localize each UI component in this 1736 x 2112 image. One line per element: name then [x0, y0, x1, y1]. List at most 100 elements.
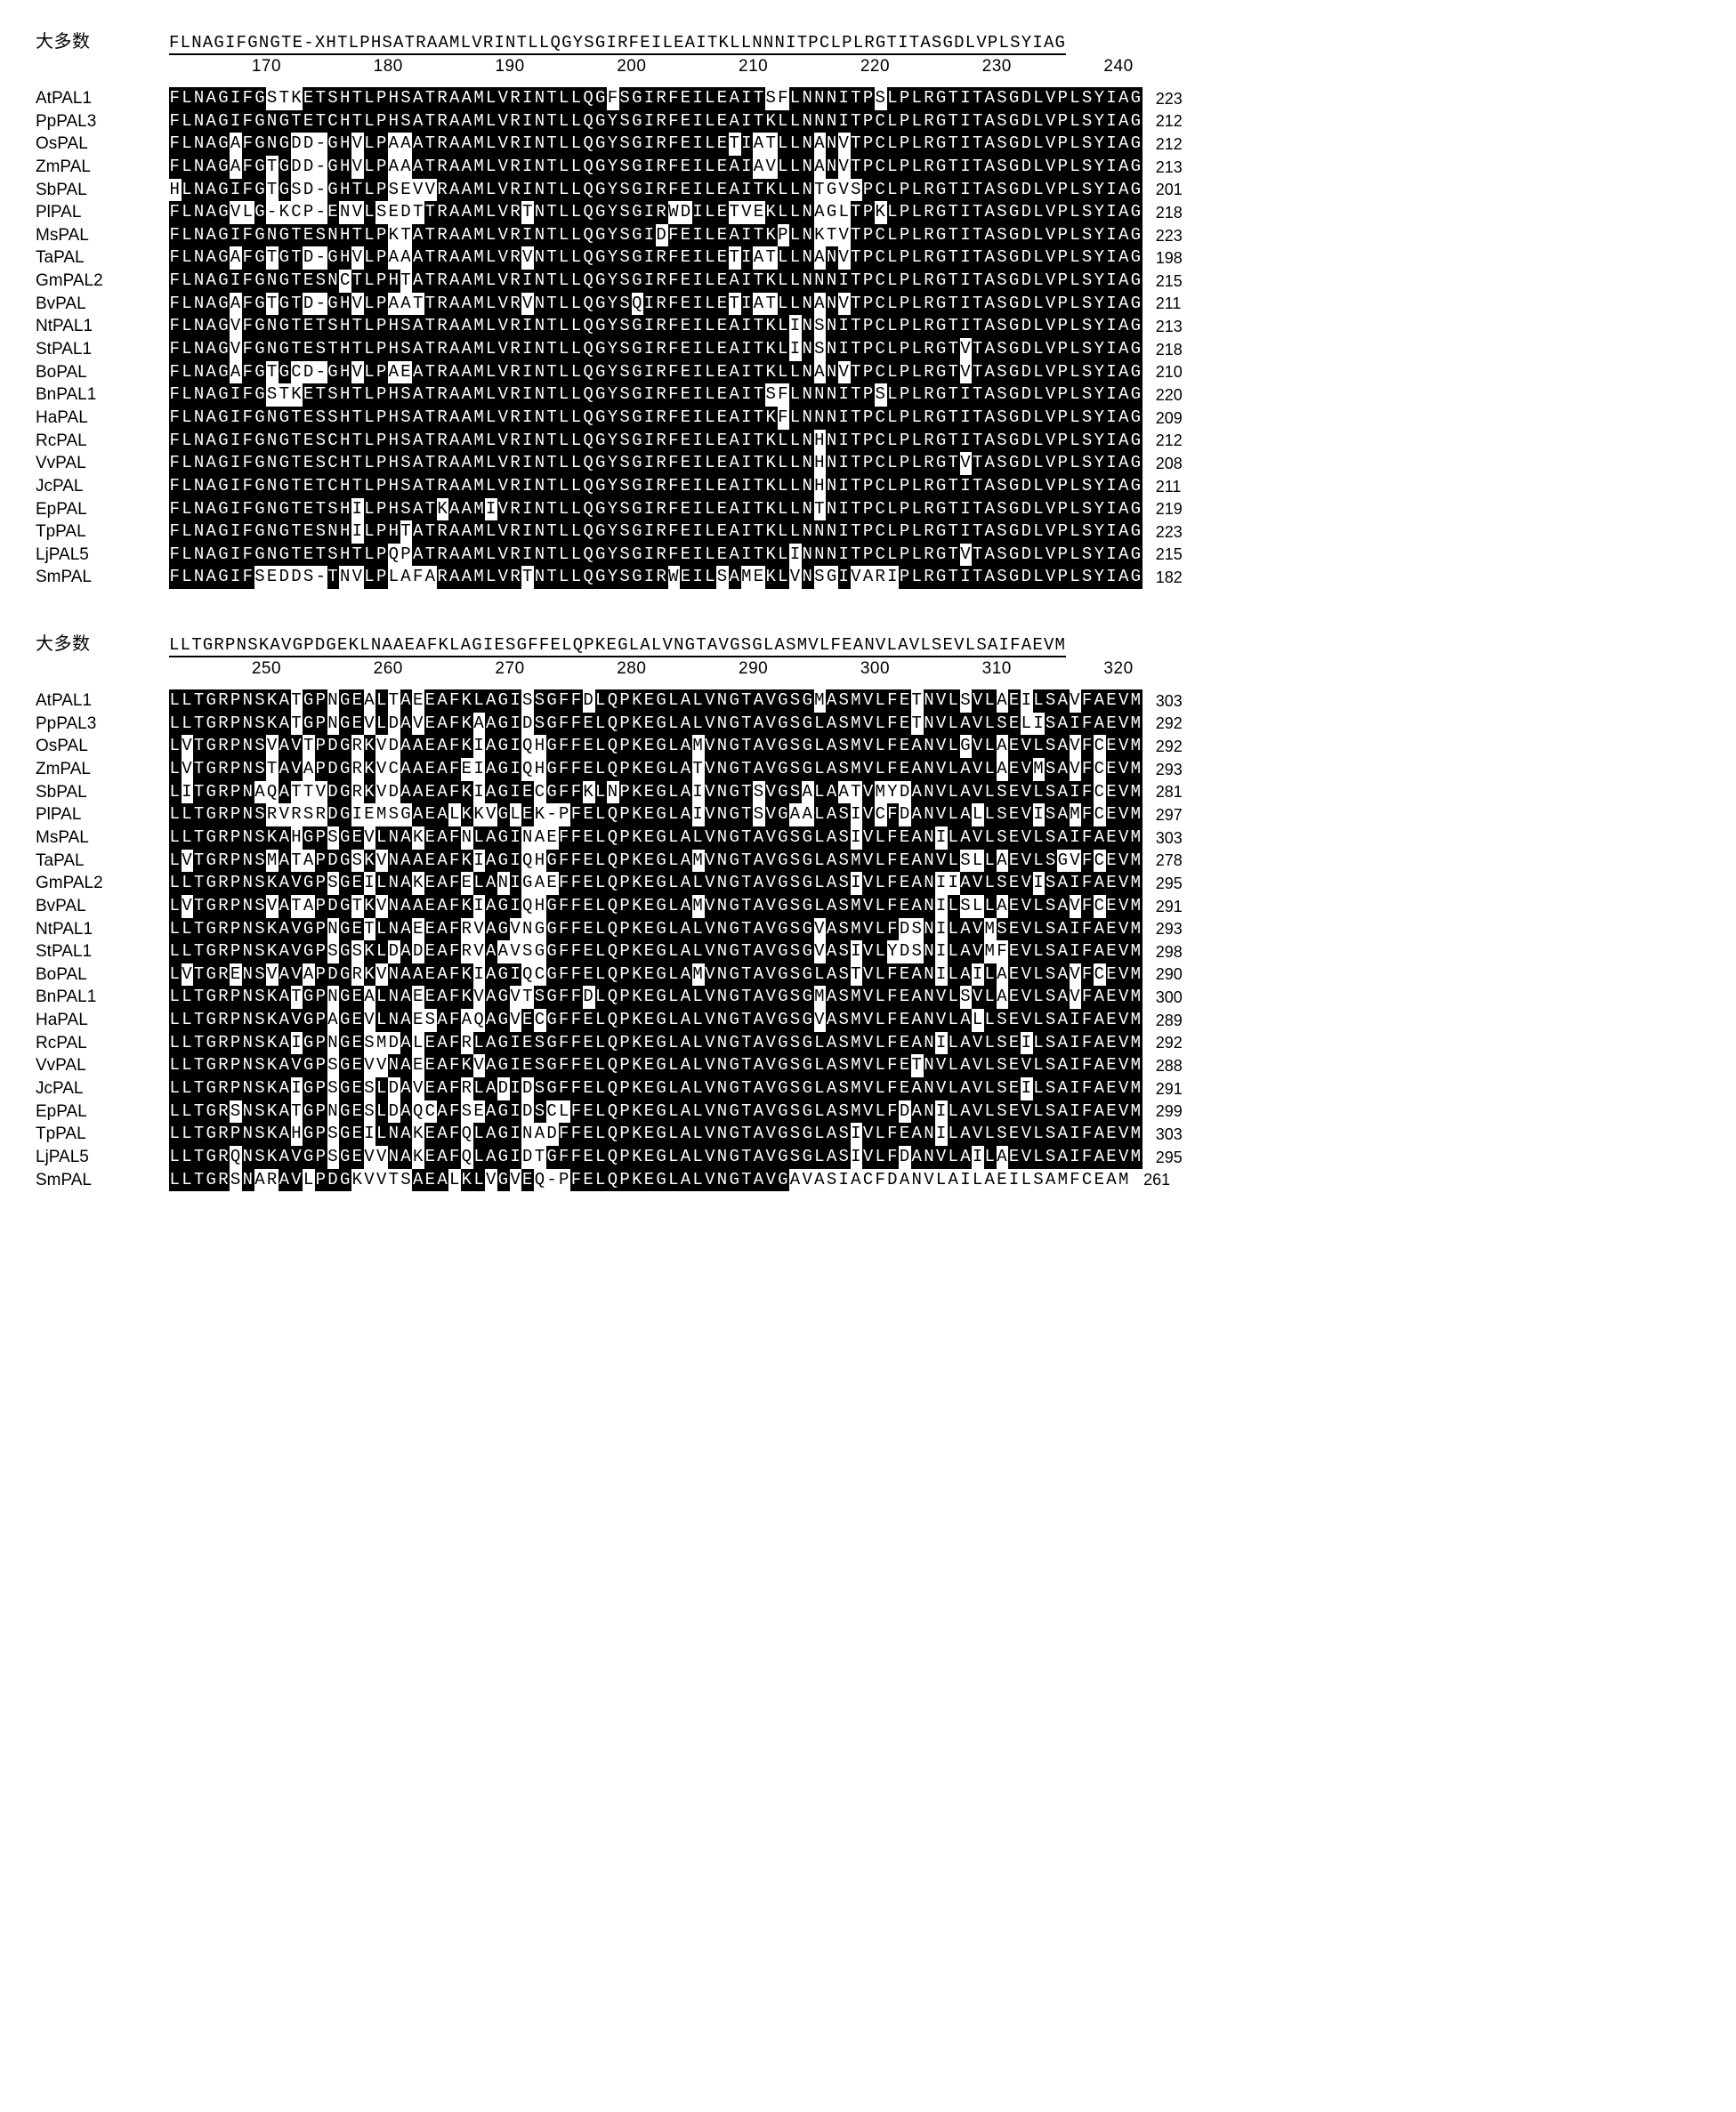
end-position: 292	[1156, 713, 1183, 734]
sequence-name: EpPAL	[36, 1100, 169, 1124]
end-position: 218	[1156, 339, 1183, 360]
sequence-row: RcPALFLNAGIFGNGTESCHTLPHSATRAAMLVRINTLLQ…	[36, 430, 1700, 453]
sequence-name: GmPAL2	[36, 270, 169, 293]
sequence: FLNAGIFGNGTESCHTLPHSATRAAMLVRINTLLQGYSGI…	[169, 452, 1143, 475]
end-position: 215	[1156, 544, 1183, 565]
end-position: 209	[1156, 407, 1183, 429]
sequence-name: BnPAL1	[36, 986, 169, 1009]
sequence-row: TaPALFLNAGAFGTGTD-GHVLPAAATRAAMLVRVNTLLQ…	[36, 246, 1700, 270]
sequence-row: VvPALLLTGRPNSKAVGPSGEVVNAEEAFKVAGIESGFFE…	[36, 1054, 1700, 1077]
sequence-name: GmPAL2	[36, 872, 169, 895]
ruler-tick: 240	[1103, 57, 1133, 77]
sequence-row: BnPAL1FLNAGIFGSTKETSHTLPHSATRAAMLVRINTLL…	[36, 383, 1700, 407]
sequence-name: OsPAL	[36, 133, 169, 156]
sequence-name: TpPAL	[36, 520, 169, 544]
sequence: LLTGRPNSKAIGPSGESLDAVEAFRLADIDSGFFELQPKE…	[169, 1077, 1143, 1100]
sequence: FLNAGVLG-KCP-ENVLSEDTTRAAMLVRTNTLLQGYSGI…	[169, 201, 1143, 224]
sequence-row: EpPALLLTGRSNSKATGPNGESLDAQCAFSEAGIDSCLFE…	[36, 1100, 1700, 1124]
sequence-row: MsPALFLNAGIFGNGTESNHTLPKTATRAAMLVRINTLLQ…	[36, 224, 1700, 247]
consensus-sequence: LLTGRPNSKAVGPDGEKLNAAEAFKLAGIESGFFELQPKE…	[169, 635, 1066, 657]
end-position: 211	[1156, 476, 1182, 497]
sequence-row: TpPALFLNAGIFGNGTESNHILPHTATRAAMLVRINTLLQ…	[36, 520, 1700, 544]
sequence-name: SbPAL	[36, 179, 169, 202]
sequence-name: JcPAL	[36, 475, 169, 498]
sequence-name: JcPAL	[36, 1077, 169, 1100]
sequence-row: SbPALHLNAGIFGTGSD-GHTLPSEVVRAAMLVRINTLLQ…	[36, 179, 1700, 202]
sequence-name: RcPAL	[36, 430, 169, 453]
sequence-name: OsPAL	[36, 735, 169, 758]
sequence: FLNAGIFGNGTESNCTLPHTATRAAMLVRINTLLQGYSGI…	[169, 270, 1143, 293]
ruler-tick: 170	[252, 57, 281, 77]
end-position: 208	[1156, 453, 1183, 474]
ruler-tick: 270	[495, 659, 524, 679]
sequence: FLNAGIFGNGTETCHTLPHSATRAAMLVRINTLLQGYSGI…	[169, 475, 1143, 498]
consensus-label: 大多数	[36, 27, 169, 52]
sequence: LLTGRPNSKAVGPSGSKLDADEAFRVAAVSGGFFELQPKE…	[169, 940, 1143, 963]
sequence-name: TpPAL	[36, 1123, 169, 1146]
end-position: 295	[1156, 873, 1183, 894]
end-position: 288	[1156, 1055, 1183, 1076]
end-position: 281	[1156, 781, 1183, 802]
ruler-tick: 310	[982, 659, 1012, 679]
sequence: LLTGRSNARAVLPDGKVVTSAEALKLVGVEQ-PFELQPKE…	[169, 1169, 1130, 1192]
sequence: LLTGRPNSKAVGPNGETLNAEEAFRVAGVNGGFFELQPKE…	[169, 918, 1143, 941]
sequence: FLNAGIFGNGTETCHTLPHSATRAAMLVRINTLLQGYSGI…	[169, 110, 1143, 133]
end-position: 223	[1156, 521, 1183, 543]
sequence: FLNAGIFGNGTESNHILPHTATRAAMLVRINTLLQGYSGI…	[169, 520, 1143, 544]
end-position: 212	[1156, 133, 1183, 155]
sequence-row: TpPALLLTGRPNSKAHGPSGEILNAKEAFQLAGINADFFE…	[36, 1123, 1700, 1146]
end-position: 198	[1156, 247, 1183, 269]
alignment-block: 大多数LLTGRPNSKAVGPDGEKLNAAEAFKLAGIESGFFELQ…	[36, 629, 1700, 1191]
end-position: 210	[1156, 361, 1183, 383]
sequence: LVTGRPNSTAVAPDGRKVCAAEAFEIAGIQHGFFELQPKE…	[169, 758, 1143, 781]
sequence: LLTGRPNSKAHGPSGEILNAKEAFQLAGINADFFELQPKE…	[169, 1123, 1143, 1146]
ruler-tick: 260	[374, 659, 403, 679]
sequence: LVTGRPNSMATAPDGSKVNAAEAFKIAGIQHGFFELQPKE…	[169, 850, 1143, 873]
end-position: 218	[1156, 202, 1183, 223]
sequence: LLTGRPNSKATGPNGEVLDAVEAFKAAGIDSGFFELQPKE…	[169, 713, 1143, 736]
end-position: 220	[1156, 384, 1183, 406]
sequence-row: PlPALFLNAGVLG-KCP-ENVLSEDTTRAAMLVRTNTLLQ…	[36, 201, 1700, 224]
sequence-row: HaPALFLNAGIFGNGTESSHTLPHSATRAAMLVRINTLLQ…	[36, 407, 1700, 430]
ruler-tick: 290	[739, 659, 768, 679]
sequence-row: PpPAL3LLTGRPNSKATGPNGEVLDAVEAFKAAGIDSGFF…	[36, 713, 1700, 736]
ruler-tick: 180	[374, 57, 403, 77]
sequence: FLNAGIFSEDDS-TNVLPLAFARAAMLVRTNTLLQGYSGI…	[169, 566, 1143, 589]
sequence: LVTGRPNSVATAPDGTKVNAAEAFKIAGIQHGFFELQPKE…	[169, 895, 1143, 918]
sequence-row: BnPAL1LLTGRPNSKATGPNGEALNAEEAFKVAGVTSGFF…	[36, 986, 1700, 1009]
ruler-tick: 300	[860, 659, 890, 679]
sequence-row: NtPAL1FLNAGVFGNGTETSHTLPHSATRAAMLVRINTLL…	[36, 315, 1700, 338]
sequence: LLTGRPNSKAHGPSGEVLNAKEAFNLAGINAEFFELQPKE…	[169, 826, 1143, 850]
sequence: FLNAGIFGNGTETSHTLPQPATRAAMLVRINTLLQGYSGI…	[169, 544, 1143, 567]
sequence: FLNAGIFGNGTESSHTLPHSATRAAMLVRINTLLQGYSGI…	[169, 407, 1143, 430]
sequence: LLTGRPNSKAVGPSGEVVNAEEAFKVAGIESGFFELQPKE…	[169, 1054, 1143, 1077]
sequence: LVTGRPNSVAVTPDGRKVDAAEAFKIAGIQHGFFELQPKE…	[169, 735, 1143, 758]
sequence-name: PpPAL3	[36, 110, 169, 133]
sequence-name: SmPAL	[36, 1169, 169, 1192]
end-position: 211	[1156, 293, 1182, 314]
sequence-name: VvPAL	[36, 1054, 169, 1077]
sequence-row: LjPAL5LLTGRQNSKAVGPSGEVVNAKEAFQLAGIDTGFF…	[36, 1146, 1700, 1169]
sequence: LLTGRPNSKAVGPSGEILNAKEAFELANIGAEFFELQPKE…	[169, 872, 1143, 895]
end-position: 182	[1156, 567, 1183, 588]
sequence-row: BvPALLVTGRPNSVATAPDGTKVNAAEAFKIAGIQHGFFE…	[36, 895, 1700, 918]
sequence: LITGRPNAQATTVDGRKVDAAEAFKIAGIECGFFKLNPKE…	[169, 781, 1143, 804]
end-position: 219	[1156, 498, 1183, 520]
sequence-name: BoPAL	[36, 361, 169, 384]
end-position: 212	[1156, 110, 1183, 132]
end-position: 213	[1156, 316, 1183, 337]
end-position: 212	[1156, 430, 1183, 451]
sequence: FLNAGIFGNGTESCHTLPHSATRAAMLVRINTLLQGYSGI…	[169, 430, 1143, 453]
end-position: 291	[1156, 896, 1183, 917]
sequence-name: TaPAL	[36, 246, 169, 270]
sequence: LLTGRQNSKAVGPSGEVVNAKEAFQLAGIDTGFFELQPKE…	[169, 1146, 1143, 1169]
sequence: FLNAGVFGNGTESTHTLPHSATRAAMLVRINTLLQGYSGI…	[169, 338, 1143, 361]
end-position: 223	[1156, 225, 1183, 246]
alignment-block: 大多数FLNAGIFGNGTE-XHTLPHSATRAAMLVRINTLLQGY…	[36, 27, 1700, 589]
sequence-name: BvPAL	[36, 895, 169, 918]
sequence-name: SbPAL	[36, 781, 169, 804]
end-position: 278	[1156, 850, 1183, 871]
sequence-name: PlPAL	[36, 803, 169, 826]
sequence-row: NtPAL1LLTGRPNSKAVGPNGETLNAEEAFRVAGVNGGFF…	[36, 918, 1700, 941]
sequence-name: HaPAL	[36, 407, 169, 430]
